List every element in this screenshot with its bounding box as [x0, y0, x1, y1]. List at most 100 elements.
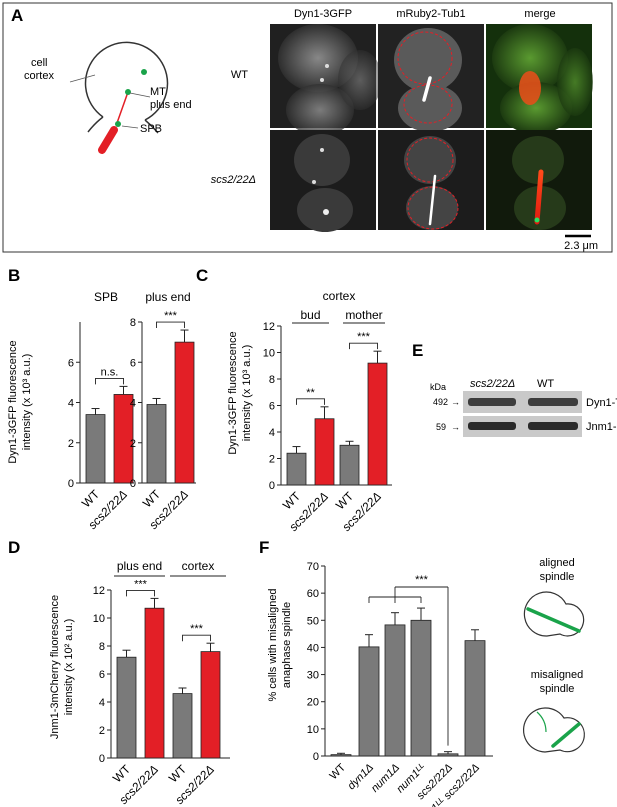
panel-d-0-title: plus end: [117, 559, 162, 573]
panel-f-bar-1: [358, 646, 380, 757]
mt-plus-end-dot: [125, 89, 131, 95]
panel-d-y-tick-label-5: 10: [93, 613, 105, 625]
panel-f-ylabel-1: % cells with misaligned: [267, 588, 279, 701]
col-label-merge: merge: [524, 8, 555, 20]
panel-d-1-bar-1: [200, 651, 221, 759]
panel-d-1-title: cortex: [182, 559, 215, 573]
lane-label-wt: WT: [537, 378, 554, 390]
panel-b-1-title: plus end: [145, 290, 190, 304]
cortex-pointer: [69, 74, 96, 83]
panel-b-1-y-tick-label-4: 8: [130, 317, 136, 329]
col-label-dyn1: Dyn1-3GFP: [294, 8, 352, 20]
panel-f-bar-0: [330, 754, 352, 757]
panel-f-letter: F: [259, 538, 269, 557]
panel-d-0-bar-0: [116, 656, 137, 759]
spb-spindle: [98, 126, 118, 154]
panel-b-0-y-tick-label-0: 0: [68, 478, 74, 490]
mt-label-1: MT: [150, 86, 166, 98]
kda-label: kDa: [430, 382, 446, 392]
panel-b-0-y-tick-label-1: 2: [68, 438, 74, 450]
panel-d-y-tick-label-0: 0: [99, 753, 105, 765]
panel-b-ylabel-1: Dyn1-3GFP fluorescence: [7, 340, 19, 463]
panel-f-y-tick-label-3: 30: [307, 670, 319, 682]
panel-b-0-y-tick-label-3: 6: [68, 357, 74, 369]
panel-f-x-label-0: WT: [328, 761, 349, 782]
panel-c-1-bar-0: [339, 444, 360, 486]
panel-f-chart: F % cells with misaligned anaphase spindle…: [259, 538, 493, 807]
microtubule: [116, 91, 129, 124]
panel-f-y-tick-label-6: 60: [307, 588, 319, 600]
panel-f-bar-4: [437, 753, 459, 757]
panel-c-0-sig: [296, 398, 325, 405]
panel-c-0-x-label-0: WT: [280, 489, 304, 513]
panel-b-1-x-label-0: WT: [140, 487, 164, 511]
aligned-spindle: [526, 607, 581, 633]
panel-f-y-tick-label-7: 70: [307, 561, 319, 573]
panel-a-letter: A: [11, 6, 23, 25]
panel-d-1-sig-label: ***: [190, 623, 204, 635]
panel-b-0-title: SPB: [94, 290, 118, 304]
band-dyn1-wt: [528, 398, 578, 406]
panel-b-0-sig-label: n.s.: [101, 366, 119, 378]
misaligned-cell-outline: [522, 707, 585, 753]
scalebar-label: 2.3 μm: [564, 240, 598, 252]
panel-f-y-tick-label-0: 0: [313, 751, 319, 763]
panel-b-ylabel-2: intensity (x 10³ a.u.): [21, 354, 33, 451]
panel-b-1-y-tick-label-2: 4: [130, 398, 136, 410]
panel-e-blot: E kDa scs2/22Δ WT 492 → 59 → Dyn1-TAP Jn…: [412, 341, 617, 437]
misaligned-label-2: spindle: [540, 683, 575, 695]
panel-c-0-title: bud: [300, 308, 320, 322]
spb-pointer: [121, 125, 139, 129]
panel-c-y-tick-label-1: 2: [269, 454, 275, 466]
panel-c-y-tick-label-0: 0: [269, 480, 275, 492]
panel-f-y-tick-label-4: 40: [307, 642, 319, 654]
panel-d-1-bar-0: [172, 693, 193, 759]
panel-c-y-tick-label-6: 12: [263, 321, 275, 333]
misaligned-label-1: misaligned: [531, 669, 584, 681]
panel-f-bar-2: [384, 624, 406, 757]
panel-f-y-tick-label-2: 20: [307, 697, 319, 709]
panel-f-y-tick-label-5: 50: [307, 615, 319, 627]
panel-b-1-bar-1: [174, 341, 195, 484]
misaligned-spindle: [551, 722, 581, 748]
band-jnm1-mutant: [468, 422, 516, 430]
panel-d-0-sig-label: ***: [134, 578, 148, 590]
panel-c-1-sig-label: ***: [357, 331, 371, 343]
band-label-jnm1: Jnm1-13myc: [586, 421, 617, 433]
panel-d-0-sig: [126, 589, 155, 597]
panel-d-y-tick-label-2: 4: [99, 697, 105, 709]
panel-d-1-x-label-0: WT: [166, 762, 190, 786]
panel-b-1-bar-0: [146, 404, 167, 484]
panel-d-y-tick-label-1: 2: [99, 725, 105, 737]
cell-schematic: cell cortex MT plus end SPB: [24, 41, 192, 154]
row-label-wt: WT: [231, 69, 248, 81]
bud-neck-left: [87, 116, 104, 133]
micrograph-grid: [270, 24, 593, 238]
aligned-label-2: spindle: [540, 571, 575, 583]
marker-arrow-1: →: [451, 397, 460, 407]
panel-d-chart: D Jnm1-3mCherry fluorescence intensity (x …: [8, 538, 230, 807]
panel-f-bar-3: [410, 619, 432, 757]
spb-dot: [115, 121, 121, 127]
panel-b-0-x-label-0: WT: [79, 487, 103, 511]
mt-label-2: plus end: [150, 99, 192, 111]
cortex-dot: [141, 69, 147, 75]
band-jnm1-wt: [528, 422, 578, 430]
cortex-label-2: cortex: [24, 70, 54, 82]
panel-e-letter: E: [412, 341, 423, 360]
panel-b-1-y-tick-label-3: 6: [130, 357, 136, 369]
panel-d-ylabel-2: intensity (x 10² a.u.): [63, 619, 75, 716]
panel-f-bar-5: [464, 640, 486, 757]
panel-b-0-sig: [95, 377, 124, 385]
panel-b-0-y-tick-label-2: 4: [68, 398, 74, 410]
panel-b-1-y-tick-label-1: 2: [130, 438, 136, 450]
panel-b-letter: B: [8, 266, 20, 285]
panel-b-1-sig-label: ***: [164, 310, 178, 322]
panel-f-ylabel-2: anaphase spindle: [281, 602, 293, 688]
row-label-mutant: scs2/22Δ: [211, 174, 256, 186]
panel-c-1-title: mother: [345, 308, 382, 322]
panel-c-0-sig-label: **: [306, 387, 315, 399]
panel-d-y-tick-label-4: 8: [99, 641, 105, 653]
